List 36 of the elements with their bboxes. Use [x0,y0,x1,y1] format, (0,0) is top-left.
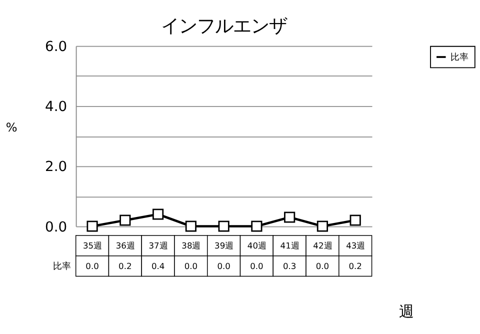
data-label: 0.0 [316,260,330,271]
data-label: 0.0 [217,260,230,271]
x-tick-label: 36週 [116,240,134,250]
y-tick-label: 0.0 [45,219,68,236]
x-tick-label: 35週 [82,240,102,250]
point [218,220,230,232]
x-tick-label: 43週 [346,240,365,250]
x-tick-label: 37週 [148,240,168,250]
x-tick-label: 38週 [182,240,200,250]
point [185,220,196,232]
point [350,214,361,226]
point [284,212,296,223]
y-tick-label: 4.0 [45,99,68,116]
point [86,220,98,232]
data-label: 0.0 [184,260,198,271]
data-label: 0.2 [118,260,132,271]
point [120,214,131,226]
point [152,208,164,220]
point [251,220,262,232]
chart-title: インフルエンザ [160,16,287,38]
data-label: 0.0 [86,260,99,271]
data-label: 0.4 [151,260,165,271]
x-axis-title: 週 [398,303,414,320]
data-label: 0.3 [282,260,296,271]
x-tick-label: 40週 [247,240,266,250]
data-label: 0.0 [250,260,264,271]
y-tick-label: 2.0 [45,159,68,176]
y-axis-title: % [6,120,18,134]
x-tick-label: 39週 [214,240,234,250]
x-tick-label: 41週 [280,240,299,250]
point [316,220,328,232]
data-label: 0.2 [348,260,362,271]
text: 比率 [52,260,71,272]
legend-label: 比率 [450,52,468,63]
x-tick-label: 42週 [313,240,332,250]
y-tick-label: 6.0 [45,39,68,56]
